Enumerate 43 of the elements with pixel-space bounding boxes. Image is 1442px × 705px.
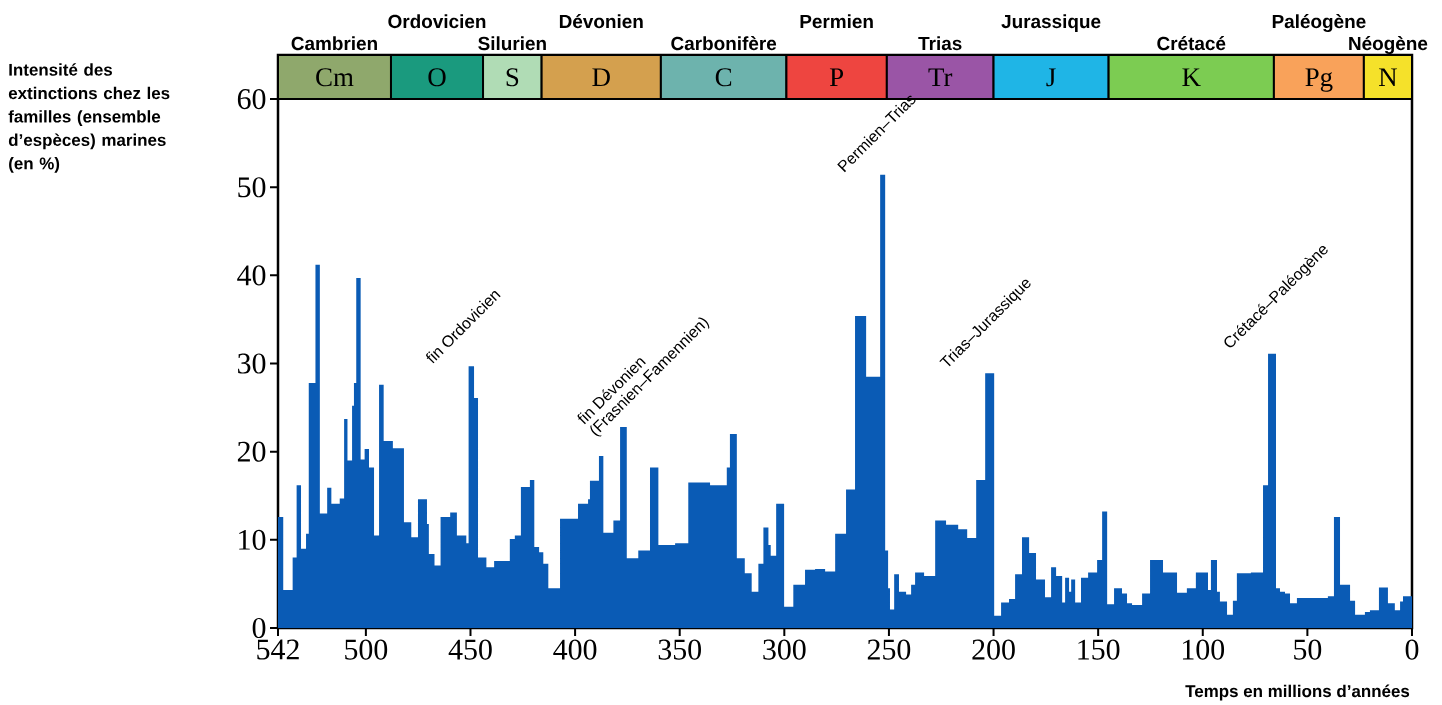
- x-tick-label: 50: [1294, 639, 1322, 660]
- x-tick-label: 100: [1182, 639, 1225, 660]
- text: Carbonifère: [671, 36, 777, 51]
- band-label: Tr: [928, 68, 953, 87]
- text: Jurassique: [1001, 14, 1101, 32]
- text: Permien: [800, 14, 873, 29]
- y-tick-label: 60: [237, 88, 266, 110]
- y-tick-label: 20: [237, 441, 266, 462]
- x-tick-label: 350: [658, 639, 701, 660]
- band-label: O: [428, 68, 446, 87]
- x-tick-label: 250: [867, 639, 911, 660]
- x-tick-label: 500: [345, 639, 388, 660]
- x-tick-label: 400: [553, 639, 597, 660]
- y-tick-label: 40: [237, 265, 266, 286]
- x-tick-label: 450: [448, 639, 492, 660]
- text: Cambrien: [291, 36, 377, 51]
- text: Néogène: [1349, 36, 1428, 54]
- y-tick-label: 30: [238, 353, 266, 374]
- y-tick-label: 50: [238, 177, 266, 198]
- band-label: Cm: [316, 68, 354, 87]
- x-tick-label: 150: [1078, 639, 1120, 660]
- y-tick-label: 10: [239, 529, 266, 550]
- x-axis-title: Temps en millions d’années: [1185, 684, 1410, 701]
- band-label: Pg: [1305, 68, 1333, 92]
- band-label: J: [1046, 68, 1056, 87]
- x-tick-label: 542: [257, 639, 299, 660]
- y-axis-title: Intensité des extinctions chez les familles (ensemble d’espèces) marines (en %): [8, 63, 170, 173]
- band-label: D: [592, 68, 610, 87]
- band-label: K: [1182, 68, 1201, 87]
- band-label: N: [1379, 68, 1398, 87]
- text: Ordovicien: [388, 14, 486, 29]
- text: Paléogène: [1272, 14, 1366, 32]
- text: Silurien: [478, 36, 546, 51]
- x-tick-label: 200: [972, 639, 1015, 660]
- y-tick-label: 0: [252, 617, 266, 639]
- band-label: S: [506, 68, 519, 87]
- x-tick-label: 300: [763, 639, 806, 660]
- text: Crétacé: [1157, 36, 1226, 51]
- x-tick-label: 0: [1405, 639, 1419, 660]
- band-label: C: [715, 68, 732, 87]
- text: Dévonien: [559, 14, 643, 29]
- text: Trias: [918, 36, 962, 51]
- band-label: P: [829, 68, 844, 87]
